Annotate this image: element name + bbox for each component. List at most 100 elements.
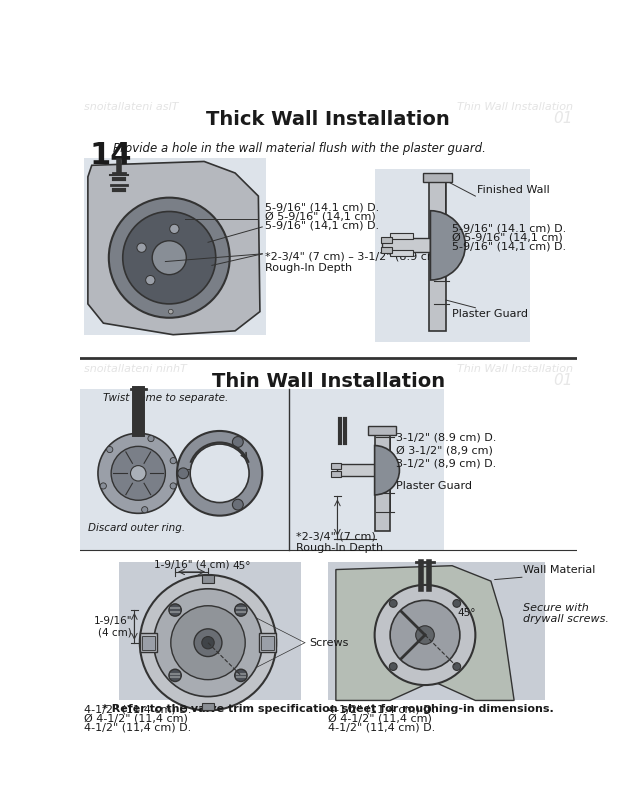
Text: *2-3/4" (7 cm) – 3-1/2" (8.9 cm)
Rough-In Depth: *2-3/4" (7 cm) – 3-1/2" (8.9 cm) Rough-I… bbox=[265, 251, 442, 273]
Text: Twist dome to separate.: Twist dome to separate. bbox=[103, 394, 229, 403]
Bar bbox=[331, 462, 340, 469]
Text: Finished Wall: Finished Wall bbox=[477, 185, 550, 194]
Text: Discard outer ring.: Discard outer ring. bbox=[88, 523, 185, 534]
Text: Thin Wall Installation: Thin Wall Installation bbox=[457, 364, 573, 374]
Circle shape bbox=[171, 606, 246, 680]
Circle shape bbox=[190, 444, 249, 502]
Text: * Refer to the valve trim specification sheet for roughing-in dimensions.: * Refer to the valve trim specification … bbox=[103, 704, 554, 714]
Circle shape bbox=[453, 662, 461, 670]
Bar bbox=[383, 238, 430, 252]
Text: Ø 5-9/16" (14,1 cm): Ø 5-9/16" (14,1 cm) bbox=[452, 232, 563, 242]
Circle shape bbox=[170, 224, 179, 234]
Bar bbox=[374, 169, 529, 342]
Circle shape bbox=[140, 575, 276, 710]
Text: Provide a hole in the wall material flush with the plaster guard.: Provide a hole in the wall material flus… bbox=[113, 142, 485, 155]
Circle shape bbox=[111, 446, 165, 500]
Text: Ø 5-9/16" (14,1 cm): Ø 5-9/16" (14,1 cm) bbox=[265, 211, 376, 222]
Circle shape bbox=[235, 670, 247, 682]
Bar bbox=[80, 389, 289, 550]
Bar bbox=[369, 426, 396, 435]
Circle shape bbox=[142, 506, 148, 513]
Bar bbox=[429, 177, 446, 331]
Text: 4-1/2" (11,4 cm) D.: 4-1/2" (11,4 cm) D. bbox=[84, 722, 191, 733]
Text: 3-1/2" (8,9 cm) D.: 3-1/2" (8,9 cm) D. bbox=[396, 458, 497, 468]
Circle shape bbox=[100, 483, 106, 489]
Circle shape bbox=[453, 599, 461, 607]
Bar bbox=[328, 562, 545, 701]
Text: Thick Wall Installation: Thick Wall Installation bbox=[206, 110, 450, 129]
Text: 45°: 45° bbox=[458, 608, 476, 618]
Text: 1-9/16" (4 cm): 1-9/16" (4 cm) bbox=[154, 559, 229, 570]
Circle shape bbox=[169, 604, 181, 616]
Circle shape bbox=[106, 446, 113, 453]
Text: 5-9/16" (14,1 cm) D.: 5-9/16" (14,1 cm) D. bbox=[452, 242, 566, 251]
Wedge shape bbox=[430, 210, 465, 280]
Bar bbox=[390, 233, 413, 239]
Circle shape bbox=[152, 241, 187, 274]
Text: snoitallateni aslT: snoitallateni aslT bbox=[84, 102, 178, 112]
Circle shape bbox=[98, 434, 179, 514]
Wedge shape bbox=[374, 446, 399, 495]
Circle shape bbox=[233, 499, 244, 510]
Circle shape bbox=[169, 670, 181, 682]
Text: *2-3/4" (7 cm)
Rough-In Depth: *2-3/4" (7 cm) Rough-In Depth bbox=[296, 531, 383, 553]
Bar bbox=[140, 634, 157, 652]
Circle shape bbox=[122, 211, 216, 304]
Circle shape bbox=[169, 310, 173, 314]
Circle shape bbox=[233, 437, 244, 447]
Bar bbox=[259, 634, 276, 652]
Bar bbox=[202, 575, 214, 582]
Circle shape bbox=[146, 275, 155, 285]
Polygon shape bbox=[336, 566, 514, 701]
Text: 1-9/16"
(4 cm): 1-9/16" (4 cm) bbox=[94, 615, 132, 637]
Circle shape bbox=[109, 198, 229, 318]
Text: 4-1/2" (11.4 cm) D.: 4-1/2" (11.4 cm) D. bbox=[328, 704, 435, 714]
Text: 5-9/16" (14.1 cm) D.: 5-9/16" (14.1 cm) D. bbox=[265, 202, 379, 212]
Circle shape bbox=[202, 637, 214, 649]
Bar bbox=[289, 389, 444, 550]
Circle shape bbox=[416, 626, 435, 644]
Bar bbox=[119, 562, 301, 701]
Circle shape bbox=[170, 458, 176, 464]
Bar bbox=[390, 250, 413, 256]
Circle shape bbox=[194, 629, 222, 657]
Text: Plaster Guard: Plaster Guard bbox=[452, 310, 528, 319]
Text: Thin Wall Installation: Thin Wall Installation bbox=[212, 372, 445, 390]
Circle shape bbox=[148, 435, 154, 442]
Text: Ø 3-1/2" (8,9 cm): Ø 3-1/2" (8,9 cm) bbox=[396, 445, 493, 455]
Text: 01: 01 bbox=[554, 373, 573, 388]
Circle shape bbox=[131, 466, 146, 481]
Bar bbox=[142, 636, 154, 650]
Text: 45°: 45° bbox=[233, 561, 251, 571]
Text: Wall Material: Wall Material bbox=[524, 565, 595, 575]
Bar bbox=[381, 237, 392, 243]
Text: Thin Wall Installation: Thin Wall Installation bbox=[457, 102, 573, 112]
Text: Ø 4-1/2" (11,4 cm): Ø 4-1/2" (11,4 cm) bbox=[84, 714, 188, 723]
Text: 14: 14 bbox=[90, 141, 132, 170]
Text: 5-9/16" (14.1 cm) D.: 5-9/16" (14.1 cm) D. bbox=[452, 223, 567, 233]
Text: 01: 01 bbox=[554, 111, 573, 126]
Circle shape bbox=[374, 585, 476, 685]
Bar bbox=[262, 636, 274, 650]
Circle shape bbox=[390, 600, 460, 670]
Bar bbox=[202, 702, 214, 710]
Circle shape bbox=[178, 468, 188, 478]
Circle shape bbox=[154, 589, 262, 697]
Text: Ø 4-1/2" (11,4 cm): Ø 4-1/2" (11,4 cm) bbox=[328, 714, 432, 723]
Text: Screws: Screws bbox=[309, 638, 348, 648]
Polygon shape bbox=[88, 162, 260, 334]
Text: 5-9/16" (14,1 cm) D.: 5-9/16" (14,1 cm) D. bbox=[265, 221, 379, 230]
Circle shape bbox=[389, 662, 397, 670]
Text: Secure with
drywall screws.: Secure with drywall screws. bbox=[524, 602, 610, 624]
Bar bbox=[374, 431, 390, 531]
Text: snoitallateni ninhT: snoitallateni ninhT bbox=[84, 364, 187, 374]
Bar bbox=[84, 158, 266, 334]
Text: 4-1/2" (11,4 cm) D.: 4-1/2" (11,4 cm) D. bbox=[328, 722, 435, 733]
Circle shape bbox=[170, 483, 176, 489]
Bar bbox=[331, 471, 340, 477]
Text: Plaster Guard: Plaster Guard bbox=[396, 481, 472, 491]
Text: 3-1/2" (8.9 cm) D.: 3-1/2" (8.9 cm) D. bbox=[396, 432, 497, 442]
Circle shape bbox=[137, 243, 146, 252]
Bar bbox=[337, 464, 378, 476]
Text: 4-1/2" (11.4 cm) D.: 4-1/2" (11.4 cm) D. bbox=[84, 704, 192, 714]
